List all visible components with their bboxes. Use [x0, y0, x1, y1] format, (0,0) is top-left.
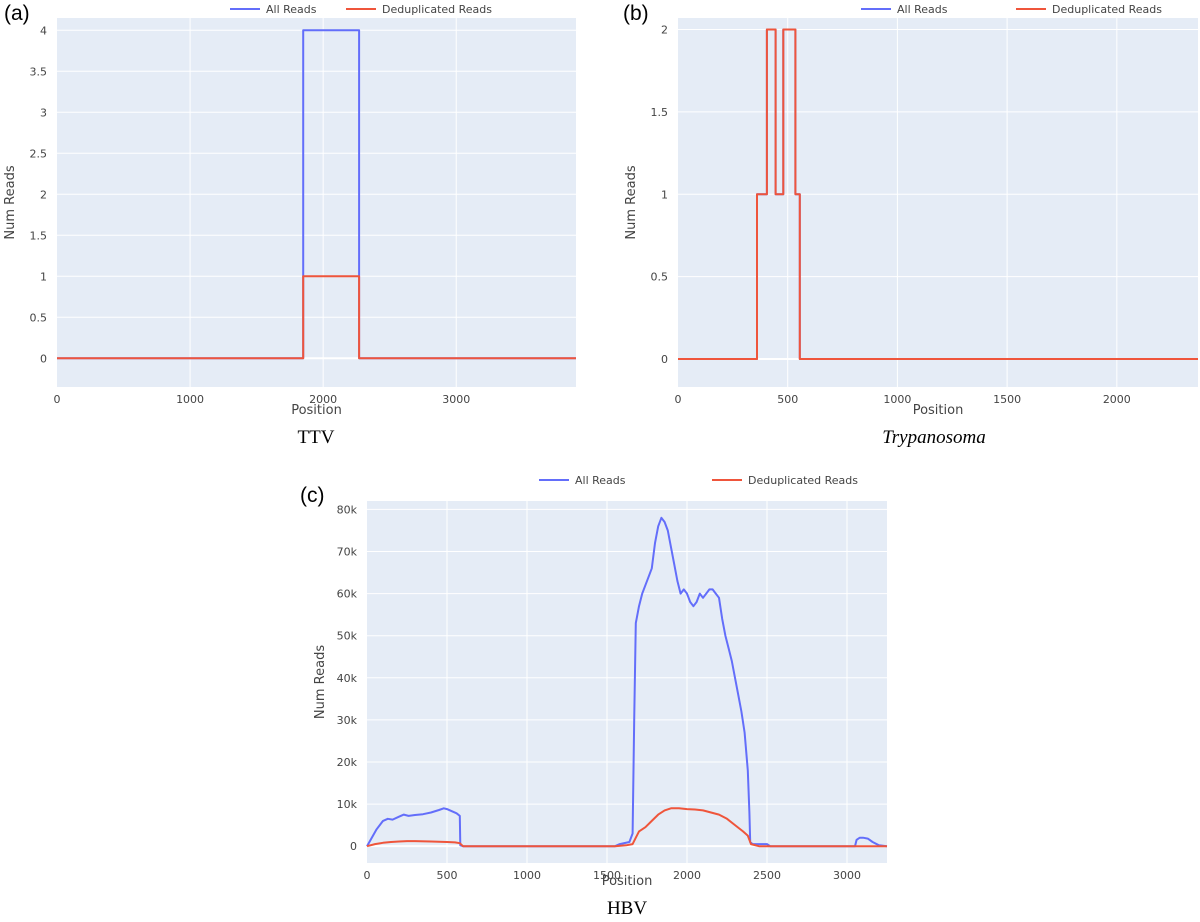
x-tick-label: 1500	[593, 869, 621, 882]
y-tick-label: 20k	[337, 756, 358, 769]
y-tick-label: 70k	[337, 546, 358, 559]
y-tick-label: 50k	[337, 630, 358, 643]
series-line-deduplicated-reads	[366, 807, 887, 848]
x-tick-label: 500	[777, 393, 798, 406]
y-axis-title: Num Reads	[624, 165, 639, 239]
y-tick-label: 2	[661, 24, 668, 37]
y-tick-label: 40k	[337, 672, 358, 685]
y-tick-label: 2	[40, 188, 47, 201]
y-axis-title: Num Reads	[3, 165, 18, 239]
chart-a: 0 1000 2000 3000 0 0.5 1 1.5 2 2.5 3 3.5 4 Position Nu…	[3, 3, 576, 418]
y-tick-label: 10k	[337, 798, 358, 811]
series-line-deduplicated-reads	[57, 275, 576, 360]
y-tick-label: 2.5	[30, 147, 48, 160]
y-tick-label: 0.5	[651, 271, 669, 284]
chart-c: 0 500 1000 1500 2000 2500 3000 0 10k 20k 30k 40k 50k…	[313, 474, 888, 889]
legend-label-deduplicated-reads: Deduplicated Reads	[748, 474, 858, 487]
x-tick-label: 1000	[176, 393, 204, 406]
series-line-all-reads	[366, 516, 888, 848]
panel-label-a: (a)	[4, 2, 30, 25]
x-tick-label: 2000	[673, 869, 701, 882]
x-axis-title: Position	[291, 403, 342, 418]
x-tick-label: 2000	[1103, 393, 1131, 406]
x-tick-label: 0	[675, 393, 682, 406]
x-tick-label: 1500	[993, 393, 1021, 406]
x-tick-label: 0	[364, 869, 371, 882]
y-axis-title: Num Reads	[313, 645, 328, 719]
y-tick-label: 0.5	[30, 311, 48, 324]
x-tick-label: 3000	[442, 393, 470, 406]
chart-panel-b: (b) 0 500 1000 1500 2000 0 0.5 1 1.5 2 Position Num…	[620, 0, 1200, 460]
y-tick-label: 30k	[337, 714, 358, 727]
caption-a: TTV	[297, 427, 335, 448]
y-tick-label: 3.5	[30, 65, 48, 78]
caption-c: HBV	[606, 898, 648, 919]
x-tick-label: 2500	[753, 869, 781, 882]
legend-label-all-reads: All Reads	[266, 3, 317, 16]
x-tick-label: 500	[437, 869, 458, 882]
x-axis-title: Position	[602, 874, 653, 889]
plot-area	[678, 18, 1198, 387]
y-tick-label: 1.5	[651, 106, 669, 119]
y-tick-label: 4	[40, 24, 47, 37]
x-tick-label: 1000	[513, 869, 541, 882]
panel-label-b: (b)	[623, 2, 649, 25]
legend-label-all-reads: All Reads	[897, 3, 948, 16]
plot-area	[57, 18, 576, 387]
caption-b: Trypanosoma	[882, 427, 986, 448]
y-tick-label: 60k	[337, 588, 358, 601]
y-tick-label: 0	[661, 353, 668, 366]
chart-b: 0 500 1000 1500 2000 0 0.5 1 1.5 2 Position Num Rea…	[624, 3, 1198, 418]
legend-label-all-reads: All Reads	[575, 474, 626, 487]
y-tick-label: 0	[40, 352, 47, 365]
x-tick-label: 0	[54, 393, 61, 406]
y-tick-label: 1	[40, 270, 47, 283]
y-tick-label: 80k	[337, 503, 358, 516]
series-line-deduplicated-reads	[678, 28, 1198, 360]
y-tick-label: 1.5	[30, 229, 48, 242]
chart-panel-a: (a) 0 1000 2000 3000 0 0.5 1 1.5 2 2.5 3 3.5 4 Positi…	[0, 0, 590, 460]
legend-label-deduplicated-reads: Deduplicated Reads	[382, 3, 492, 16]
x-tick-label: 3000	[833, 869, 861, 882]
x-tick-label: 1000	[883, 393, 911, 406]
panel-label-c: (c)	[300, 484, 325, 507]
x-axis-title: Position	[913, 403, 964, 418]
plot-area	[367, 501, 887, 863]
y-tick-label: 1	[661, 188, 668, 201]
x-tick-label: 2000	[309, 393, 337, 406]
y-tick-label: 0	[350, 840, 357, 853]
legend-label-deduplicated-reads: Deduplicated Reads	[1052, 3, 1162, 16]
chart-panel-c: (c) 0 500 1000 1500 2000 2500 3000 0 10k 20k 30k 40…	[297, 468, 897, 922]
y-tick-label: 3	[40, 106, 47, 119]
